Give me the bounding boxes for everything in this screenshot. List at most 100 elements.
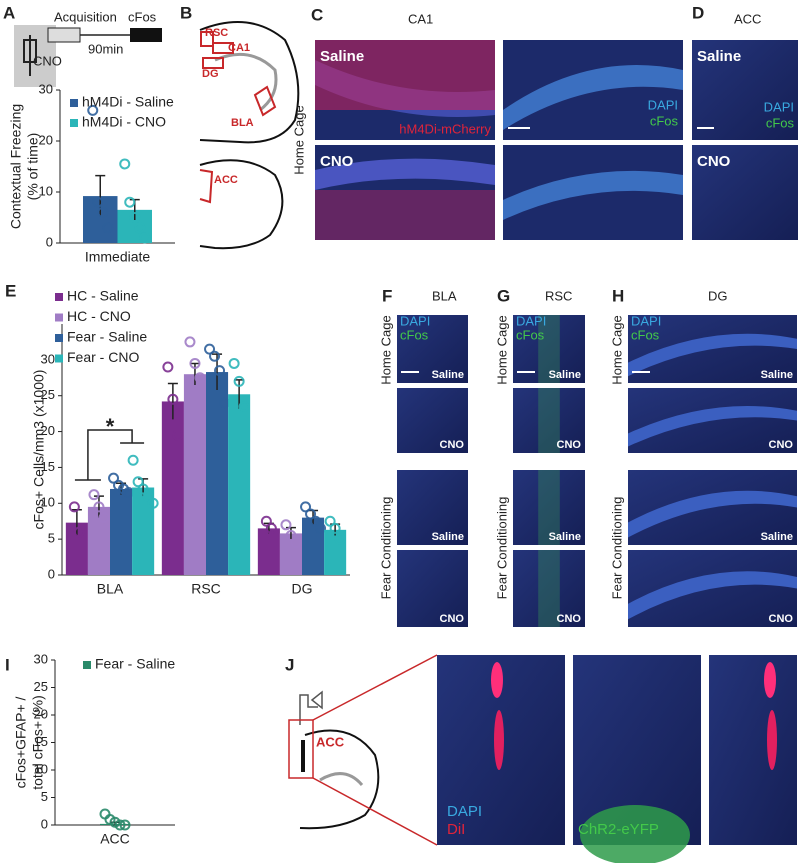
image-label: CNO [557,439,582,451]
brain-outline [299,729,380,830]
legend-label: HC - CNO [67,308,131,324]
y-tick-label: 20 [34,706,48,721]
y-tick-label: 5 [41,789,48,804]
data-point [194,372,206,384]
drug-label: CNO [33,53,62,68]
y-tick-label: 20 [41,423,55,438]
micrograph [709,655,797,845]
data-point [329,522,341,534]
bar [257,528,280,575]
data-point [119,158,131,170]
mcherry-signal [315,40,495,110]
legend-label: Fear - Saline [67,329,147,345]
y-axis-label: Contextual Freezing [8,104,24,229]
significance-bracket [74,429,145,481]
bar [302,517,325,575]
bar [87,506,110,575]
hippocampus [319,772,364,787]
y-tick-label: 5 [48,531,55,546]
micrograph [513,470,585,545]
annotation: * [106,414,115,439]
cfos-box [130,28,162,42]
cell-layer [503,65,683,130]
dii-signal [767,710,777,770]
image-label: Saline [549,369,581,381]
data-point [97,206,109,218]
y-tick-label: 0 [48,566,55,581]
panel-title: BLA [432,288,457,303]
data-point [162,361,174,373]
micrograph [513,550,585,627]
cell-layer [628,490,797,538]
data-point [102,222,114,234]
bar [183,374,206,575]
zoom-line [312,654,438,721]
data-point [132,476,144,488]
x-tick-label: Immediate [85,249,151,265]
data-point [280,519,292,531]
cell-layer [503,170,683,220]
data-point [139,232,151,244]
acquisition-box [47,27,81,43]
mcherry-signal [315,190,495,240]
y-axis-label: total cFos+ (%) [30,695,46,790]
region-label: DG [202,68,219,80]
x-tick-label: RSC [191,581,221,597]
stain-label: DAPI [648,97,678,112]
data-point [285,530,297,542]
region-box [200,31,214,47]
panel-label: A [3,3,15,22]
y-tick-label: 0 [46,234,53,249]
panel-title: DG [708,288,728,303]
eyfp-signal [580,805,690,863]
data-point [228,357,240,369]
row-label: CNO [697,153,731,170]
step-label: Acquisition [54,9,117,24]
y-axis-label: cFos+ Cells/mm3 (x1000) [31,370,47,530]
data-point [265,522,277,534]
region-box [199,169,214,204]
data-point [147,497,159,509]
y-axis-label: cFos+GFAP+ / [13,696,29,788]
y-tick-label: 15 [41,459,55,474]
image-label: CNO [769,439,794,451]
data-point [68,501,80,513]
data-point [92,196,104,208]
legend-swatch [55,293,63,301]
panel-label: G [497,286,510,305]
data-point [124,196,136,208]
x-tick-label: BLA [97,581,124,597]
data-point [129,212,141,223]
error-bar [167,382,178,420]
data-point [184,336,196,348]
image-label: Saline [761,369,793,381]
cfos-band [538,470,560,545]
micrograph [513,388,585,453]
data-point [142,490,154,502]
image-label: CNO [440,613,465,625]
stain-label: ChR2-eYFP [578,821,659,838]
brain-outline [199,159,284,250]
hippocampus [214,52,278,112]
region-box [253,85,277,117]
region-box [212,42,234,54]
bar [279,533,302,575]
data-point [172,429,184,441]
legend-label: HC - Saline [67,288,139,304]
micrograph [397,388,468,453]
cell-layer [315,158,495,190]
image-label: Saline [432,369,464,381]
cell-layer [628,571,797,620]
data-point [300,501,312,513]
x-tick-label: ACC [100,831,130,847]
condition-label: Fear Conditioning [378,497,393,600]
panel-label: H [612,286,624,305]
region-label: ACC [214,174,238,186]
legend-swatch [55,354,63,363]
panel-label: D [692,3,704,22]
data-point [167,393,179,405]
data-point [98,512,110,524]
legend-swatch [70,99,78,107]
interval-label: 90min [88,41,123,56]
